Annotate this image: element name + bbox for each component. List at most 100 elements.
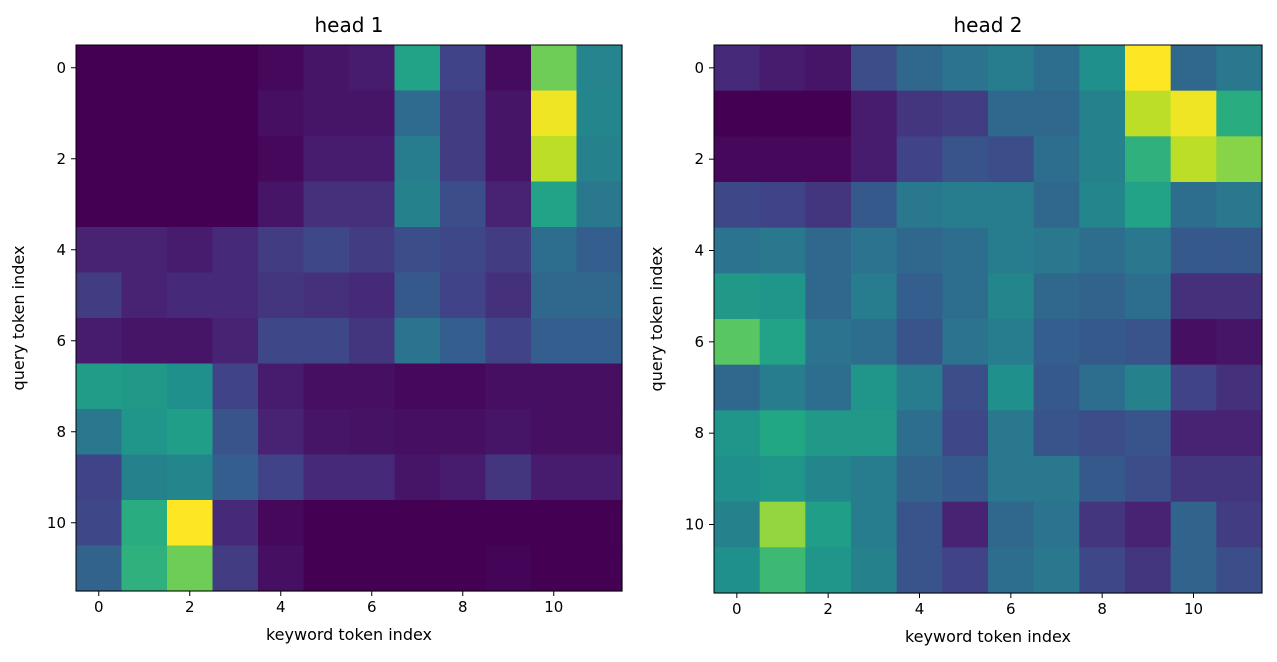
heatmap-2-cell-r11-c6: [988, 547, 1035, 594]
heatmap-2-cell-r8-c4: [896, 410, 943, 457]
heatmap-1-cell-r8-c0: [76, 409, 123, 456]
heatmap-2-cell-r7-c5: [942, 364, 989, 411]
heatmap-1-cell-r8-c11: [576, 409, 623, 456]
heatmap-2-cell-r9-c4: [896, 456, 943, 503]
heatmap-1-cell-r3-c5: [303, 181, 350, 228]
heatmap-1-ytick-label-8: 8: [56, 423, 66, 441]
heatmap-1-cell-r2-c11: [576, 136, 623, 183]
heatmap-2-cell-r11-c10: [1170, 547, 1217, 594]
heatmap-2-ytick-label-0: 0: [694, 59, 704, 77]
heatmap-2-cell-r4-c3: [851, 227, 898, 274]
heatmap-1-cell-r11-c10: [531, 545, 578, 592]
heatmap-1-cell-r6-c5: [303, 318, 350, 365]
heatmap-1-cell-r0-c10: [531, 45, 578, 92]
heatmap-1-cell-r4-c11: [576, 227, 623, 274]
heatmap-2-cell-r9-c8: [1079, 456, 1126, 503]
heatmap-2-cell-r8-c0: [714, 410, 761, 457]
heatmap-1-frame: [75, 44, 623, 592]
heatmap-1-cell-r7-c5: [303, 363, 350, 410]
heatmap-2-cell-r5-c4: [896, 273, 943, 320]
heatmap-1-cell-r10-c8: [440, 500, 487, 547]
heatmap-2-cell-r11-c7: [1033, 547, 1080, 594]
heatmap-2-cell-r6-c3: [851, 319, 898, 366]
heatmap-1-cell-r9-c8: [440, 454, 487, 501]
heatmap-2-ytick-label-2: 2: [694, 150, 704, 168]
heatmap-2-cell-r9-c1: [759, 456, 806, 503]
heatmap-1-cell-r9-c7: [394, 454, 441, 501]
heatmap-2-cell-r6-c2: [805, 319, 852, 366]
heatmap-2-cell-r9-c0: [714, 456, 761, 503]
heatmap-1-cell-r0-c6: [349, 45, 396, 92]
heatmap-2-cell-r0-c3: [851, 45, 898, 92]
heatmap-1-xtick-label-4: 4: [276, 598, 286, 616]
heatmap-2-cell-r4-c5: [942, 227, 989, 274]
heatmap-1-cell-r2-c2: [167, 136, 214, 183]
heatmap-2-cell-r11-c8: [1079, 547, 1126, 594]
heatmap-1-cell-r0-c5: [303, 45, 350, 92]
heatmap-1-cell-r5-c7: [394, 272, 441, 319]
heatmap-1-cell-r11-c7: [394, 545, 441, 592]
heatmap-2-cell-r8-c8: [1079, 410, 1126, 457]
heatmap-2-cell-r3-c10: [1170, 182, 1217, 229]
heatmap-2-xlabel: keyword token index: [905, 627, 1071, 646]
heatmap-1-cell-r0-c2: [167, 45, 214, 92]
heatmap-1-cell-r5-c6: [349, 272, 396, 319]
heatmap-2-cell-r10-c11: [1216, 501, 1263, 548]
heatmap-1-cell-r9-c5: [303, 454, 350, 501]
heatmap-1-cell-r3-c3: [212, 181, 259, 228]
heatmap-1-cell-r4-c8: [440, 227, 487, 274]
heatmap-1-cell-r3-c1: [121, 181, 168, 228]
heatmap-1-cell-r8-c3: [212, 409, 259, 456]
heatmap-2-cell-r4-c0: [714, 227, 761, 274]
heatmap-2-cell-r1-c1: [759, 90, 806, 137]
heatmap-1-cell-r5-c2: [167, 272, 214, 319]
heatmap-1-cell-r9-c11: [576, 454, 623, 501]
heatmap-1-cell-r5-c1: [121, 272, 168, 319]
heatmap-2-cell-r7-c0: [714, 364, 761, 411]
heatmap-1-cell-r3-c6: [349, 181, 396, 228]
heatmap-2-cell-r11-c0: [714, 547, 761, 594]
heatmap-1-cell-r8-c1: [121, 409, 168, 456]
heatmap-1-cell-r2-c3: [212, 136, 259, 183]
heatmap-1-cell-r2-c1: [121, 136, 168, 183]
heatmap-2-cell-r9-c5: [942, 456, 989, 503]
heatmap-1-cell-r6-c1: [121, 318, 168, 365]
heatmap-1-cell-r6-c9: [485, 318, 532, 365]
heatmap-2-cell-r2-c9: [1125, 136, 1172, 183]
heatmap-2-cell-r9-c7: [1033, 456, 1080, 503]
heatmap-1-cell-r8-c4: [258, 409, 305, 456]
heatmap-2-cell-r7-c8: [1079, 364, 1126, 411]
heatmap-2-cell-r0-c10: [1170, 45, 1217, 92]
heatmap-2-cell-r2-c11: [1216, 136, 1263, 183]
heatmap-1-cell-r5-c0: [76, 272, 123, 319]
heatmap-1-cell-r0-c9: [485, 45, 532, 92]
heatmap-2-cell-r0-c0: [714, 45, 761, 92]
heatmap-2-cell-r1-c10: [1170, 90, 1217, 137]
heatmap-2-cell-r8-c5: [942, 410, 989, 457]
heatmap-2-cell-r4-c7: [1033, 227, 1080, 274]
heatmap-1-cell-r11-c2: [167, 545, 214, 592]
heatmap-2-cell-r11-c3: [851, 547, 898, 594]
heatmap-1-cell-r11-c0: [76, 545, 123, 592]
heatmap-1-cell-r1-c11: [576, 90, 623, 137]
heatmap-2-cell-r6-c0: [714, 319, 761, 366]
heatmap-2-cell-r11-c2: [805, 547, 852, 594]
heatmap-2-xtick-label-10: 10: [1184, 600, 1203, 618]
heatmap-2-cell-r1-c11: [1216, 90, 1263, 137]
heatmap-2-cell-r0-c7: [1033, 45, 1080, 92]
heatmap-2-cell-r10-c8: [1079, 501, 1126, 548]
heatmap-1-cell-r9-c6: [349, 454, 396, 501]
heatmap-2-cell-r2-c5: [942, 136, 989, 183]
heatmap-2-cell-r6-c6: [988, 319, 1035, 366]
heatmap-1-cell-r10-c10: [531, 500, 578, 547]
heatmap-2-cell-r9-c10: [1170, 456, 1217, 503]
heatmap-1-cell-r8-c9: [485, 409, 532, 456]
heatmap-2-cell-r3-c0: [714, 182, 761, 229]
heatmap-1-cell-r5-c5: [303, 272, 350, 319]
heatmap-2-cell-r9-c6: [988, 456, 1035, 503]
heatmap-1-cell-r7-c3: [212, 363, 259, 410]
heatmap-1-cell-r1-c5: [303, 90, 350, 137]
heatmap-1-cell-r4-c10: [531, 227, 578, 274]
heatmap-2-cell-r7-c1: [759, 364, 806, 411]
